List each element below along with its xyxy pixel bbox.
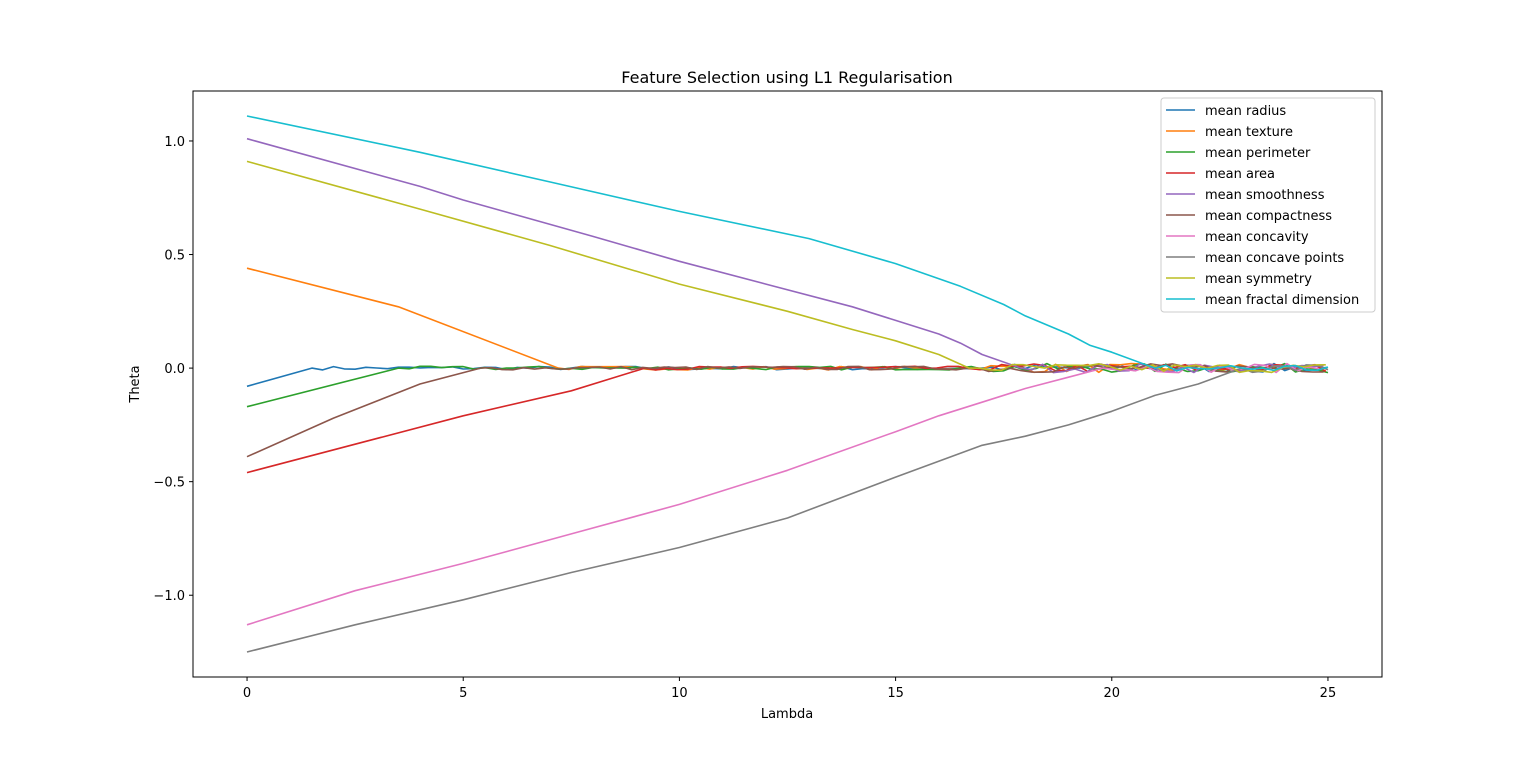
series-line-10 bbox=[246, 115, 1329, 372]
legend-entry: mean concave points bbox=[1205, 251, 1344, 266]
legend-entry: mean concavity bbox=[1205, 230, 1309, 245]
legend-entry: mean fractal dimension bbox=[1205, 293, 1359, 308]
series-line-9 bbox=[246, 160, 1326, 374]
series-line-4 bbox=[246, 363, 1327, 474]
legend-box bbox=[1160, 97, 1376, 313]
legend-entry: mean compactness bbox=[1205, 209, 1332, 224]
y-axis-ticks: −1.0 −0.5 0.0 0.5 1.0 bbox=[153, 135, 193, 604]
series-line-6 bbox=[246, 363, 1324, 458]
y-tick-label: 0.5 bbox=[164, 249, 185, 264]
plot-area bbox=[192, 90, 1383, 678]
legend-entry: mean area bbox=[1205, 167, 1275, 182]
x-tick-label: 10 bbox=[671, 686, 688, 701]
x-tick-label: 20 bbox=[1103, 686, 1120, 701]
x-axis-ticks: 0 5 10 15 20 25 bbox=[243, 677, 1336, 701]
y-tick-label: 0.0 bbox=[164, 362, 185, 377]
legend: mean radius mean texture mean perimeter mea… bbox=[1160, 97, 1376, 313]
x-tick-label: 5 bbox=[459, 686, 467, 701]
x-tick-label: 0 bbox=[243, 686, 251, 701]
x-tick-label: 15 bbox=[887, 686, 904, 701]
y-tick-label: −0.5 bbox=[153, 476, 185, 491]
series-lines bbox=[246, 115, 1329, 653]
x-axis-label: Lambda bbox=[761, 707, 813, 722]
x-tick-label: 25 bbox=[1320, 686, 1337, 701]
legend-entry: mean perimeter bbox=[1205, 146, 1311, 161]
y-tick-label: 1.0 bbox=[164, 135, 185, 150]
y-tick-label: −1.0 bbox=[153, 589, 185, 604]
legend-entry: mean symmetry bbox=[1205, 272, 1312, 287]
legend-entry: mean smoothness bbox=[1205, 188, 1325, 203]
legend-entry: mean radius bbox=[1205, 104, 1286, 119]
legend-entry: mean texture bbox=[1205, 125, 1293, 140]
series-line-8 bbox=[246, 364, 1329, 653]
chart-title: Feature Selection using L1 Regularisatio… bbox=[621, 68, 952, 87]
y-axis-label: Theta bbox=[128, 365, 143, 403]
series-line-7 bbox=[246, 362, 1320, 626]
